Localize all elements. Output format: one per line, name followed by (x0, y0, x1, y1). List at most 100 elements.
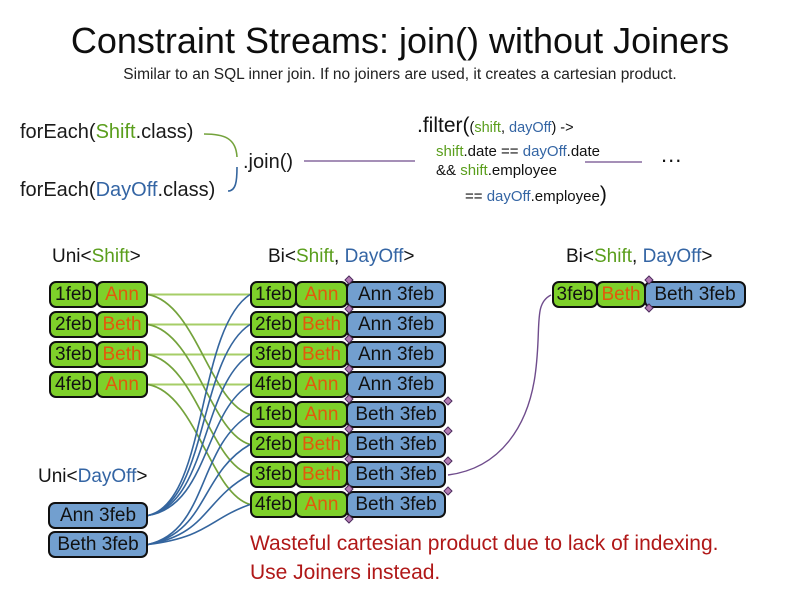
code-text: , (500, 120, 509, 136)
filter-head: .filter( (417, 114, 470, 137)
code-text: ) -> (551, 120, 574, 136)
shift-date-cell: 1feb (250, 401, 297, 428)
code-text: dayOff (522, 142, 567, 160)
dayoff-cell: Beth 3feb (346, 431, 446, 458)
dayoff-cell: Ann 3feb (48, 502, 148, 529)
pair-row: 2feb Beth Ann 3feb (250, 311, 446, 338)
code-text: == (465, 188, 487, 206)
warning-line-2: Use Joiners instead. (250, 561, 441, 584)
dayoff-cell: Beth 3feb (346, 401, 446, 428)
pair-row: 3feb Beth Beth 3feb (250, 461, 446, 488)
shift-employee-cell: Ann (295, 401, 348, 428)
warning-line-1: Wasteful cartesian product due to lack o… (250, 532, 719, 555)
shift-employee-cell: Beth (96, 341, 148, 368)
pair-row: 2feb Beth Beth 3feb (250, 431, 446, 458)
code-text: .employee (530, 188, 600, 206)
label-text: Bi< (268, 246, 296, 267)
shift-employee-cell: Ann (96, 281, 148, 308)
connector-shift-to-join (203, 133, 238, 158)
shift-employee-cell: Beth (295, 461, 348, 488)
filter-arg-dayoff: dayOff (509, 120, 552, 136)
connector-shift4-row8 (147, 383, 251, 506)
label-dayoff: DayOff (642, 246, 702, 267)
shift-employee-cell: Ann (295, 371, 348, 398)
code-shift-class: Shift (95, 121, 136, 143)
connector-ann-row1 (147, 293, 251, 517)
label-text: > (129, 246, 141, 267)
filter-arg-shift: shift (474, 120, 501, 136)
connector-beth-row8 (147, 503, 251, 546)
code-join: .join() (243, 151, 294, 173)
dayoff-cell: Beth 3feb (644, 281, 746, 308)
dayoff-cell: Beth 3feb (346, 491, 446, 518)
dayoff-cell: Beth 3feb (48, 531, 148, 558)
label-uni-shift: Uni<Shift> (52, 246, 141, 268)
warning-note: Wasteful cartesian product due to lack o… (250, 529, 718, 587)
shift-date-cell: 3feb (250, 341, 297, 368)
code-text: dayOff (486, 188, 531, 206)
shift-employee-cell: Ann (295, 281, 348, 308)
shift-row: 1feb Ann (49, 281, 148, 308)
code-text: && (436, 162, 461, 180)
label-dayoff: DayOff (344, 246, 404, 267)
shift-date-cell: 3feb (49, 341, 98, 368)
connector-beth-row7 (147, 473, 251, 546)
connector-dayoff-to-join (227, 166, 238, 192)
label-text: > (136, 466, 148, 487)
shift-date-cell: 2feb (250, 431, 297, 458)
connector-beth-row5 (147, 413, 251, 546)
code-text: forEach( (20, 121, 96, 143)
shift-employee-cell: Beth (596, 281, 646, 308)
label-shift: Shift (91, 246, 130, 267)
shift-date-cell: 1feb (49, 281, 98, 308)
filter-line-3: && shift.employee (436, 162, 607, 180)
connector-ann-row3 (147, 353, 251, 517)
label-text: , (334, 246, 345, 267)
shift-date-cell: 3feb (250, 461, 297, 488)
pair-row: 1feb Ann Beth 3feb (250, 401, 446, 428)
connector-shift2-row6 (147, 323, 251, 446)
shift-date-cell: 2feb (250, 311, 297, 338)
connector-match-to-result (447, 294, 552, 476)
label-shift: Shift (296, 246, 335, 267)
label-text: > (701, 246, 713, 267)
code-dayoff-class: DayOff (95, 179, 158, 201)
shift-employee-cell: Beth (295, 431, 348, 458)
subtitle: Similar to an SQL inner join. If no join… (123, 66, 677, 83)
code-text: forEach( (20, 179, 96, 201)
shift-date-cell: 4feb (250, 491, 297, 518)
filter-line-4: == dayOff.employee) (465, 183, 607, 207)
shift-row: 2feb Beth (49, 311, 148, 338)
label-dayoff: DayOff (77, 466, 137, 487)
label-uni-dayoff: Uni<DayOff> (38, 466, 148, 488)
page-title: Constraint Streams: join() without Joine… (70, 20, 730, 61)
label-text: , (632, 246, 643, 267)
label-bi-main: Bi<Shift, DayOff> (268, 246, 414, 268)
code-text: .class) (157, 179, 216, 201)
code-text: .class) (135, 121, 194, 143)
shift-employee-cell: Ann (295, 491, 348, 518)
code-foreach-shift: forEach(Shift.class) (20, 121, 193, 144)
pair-row: 3feb Beth Ann 3feb (250, 341, 446, 368)
dayoff-cell: Beth 3feb (346, 461, 446, 488)
dayoff-cell: Ann 3feb (346, 341, 446, 368)
shift-date-cell: 1feb (250, 281, 297, 308)
connector-beth-row6 (147, 443, 251, 546)
label-bi-result: Bi<Shift, DayOff> (566, 246, 712, 268)
shift-date-cell: 4feb (250, 371, 297, 398)
code-ellipsis: ... (661, 142, 683, 167)
dayoff-row: Ann 3feb (48, 502, 148, 529)
code-text: ) (599, 183, 607, 207)
code-foreach-dayoff: forEach(DayOff.class) (20, 179, 215, 202)
label-shift: Shift (594, 246, 633, 267)
dayoff-cell: Ann 3feb (346, 311, 446, 338)
shift-date-cell: 2feb (49, 311, 98, 338)
shift-date-cell: 3feb (552, 281, 598, 308)
dayoff-cell: Ann 3feb (346, 371, 446, 398)
label-text: > (403, 246, 415, 267)
shift-employee-cell: Beth (295, 341, 348, 368)
label-text: Uni< (38, 466, 78, 487)
code-text: shift (436, 142, 464, 160)
